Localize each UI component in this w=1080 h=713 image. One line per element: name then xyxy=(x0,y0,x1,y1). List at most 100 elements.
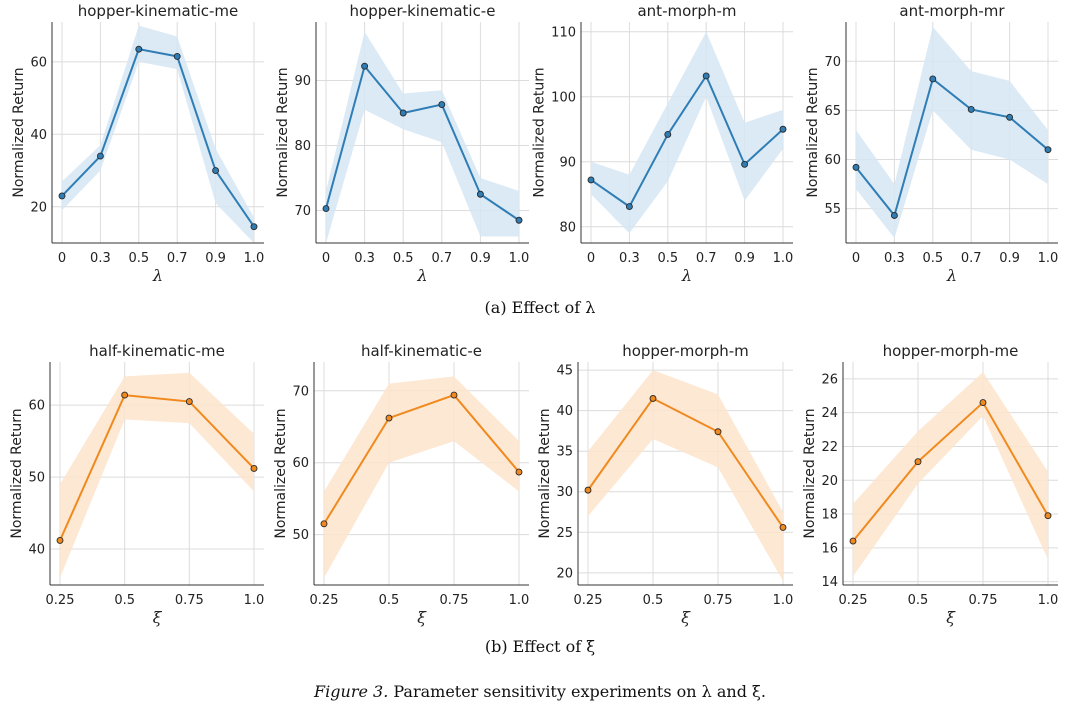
y-axis-label: Normalized Return xyxy=(273,408,289,538)
data-point xyxy=(625,203,633,211)
data-point xyxy=(438,101,446,109)
chart-hopper-morph-me: 0.25 0.5 0.75 1.0 14 16 18 20 22 24 26 hopper-morph… xyxy=(802,342,1058,627)
figure-caption: Figure 3. Parameter sensitivity experime… xyxy=(313,682,766,701)
y-tick-label: 40 xyxy=(30,128,47,143)
x-tick-label: 1.0 xyxy=(244,251,265,266)
x-tick-label: 1.0 xyxy=(773,593,794,608)
y-tick-label: 80 xyxy=(294,139,311,154)
confidence-band xyxy=(60,372,254,578)
series-line xyxy=(590,73,784,209)
y-tick-label: 40 xyxy=(28,543,45,558)
chart-half-kinematic-me: 0.25 0.5 0.75 1.0 40 50 60 half-kinematic-me ξ No… xyxy=(9,342,264,627)
data-point xyxy=(849,537,857,545)
x-tick-label: 1.0 xyxy=(244,593,265,608)
data-point xyxy=(929,75,937,83)
data-point xyxy=(322,205,330,213)
confidence-band xyxy=(856,26,1048,239)
y-tick-label: 22 xyxy=(821,440,838,455)
y-tick-label: 20 xyxy=(30,200,47,215)
y-tick-label: 45 xyxy=(556,364,573,379)
data-point xyxy=(185,398,193,406)
y-tick-label: 14 xyxy=(821,575,838,590)
x-tick-label: 0.75 xyxy=(969,593,998,608)
chart-title: ant-morph-mr xyxy=(899,2,1005,20)
data-point xyxy=(58,192,66,200)
data-point xyxy=(476,190,484,198)
data-point xyxy=(399,109,407,117)
data-point xyxy=(250,465,258,472)
y-tick-label: 60 xyxy=(30,55,47,70)
data-point xyxy=(967,105,975,113)
series-line xyxy=(323,393,520,525)
series-line xyxy=(61,48,255,228)
x-tick-label: 1.0 xyxy=(509,593,530,608)
data-point xyxy=(890,212,898,219)
y-tick-label: 70 xyxy=(824,55,841,70)
x-tick-label: 0.5 xyxy=(643,593,664,608)
y-tick-label: 110 xyxy=(551,25,576,40)
data-point xyxy=(979,399,987,406)
y-tick-label: 24 xyxy=(821,406,838,421)
x-tick-label: 1.0 xyxy=(1038,251,1059,266)
data-point xyxy=(385,414,393,422)
data-point xyxy=(852,163,860,171)
x-axis-label: λ xyxy=(946,266,957,285)
x-tick-label: 1.0 xyxy=(773,251,794,266)
data-point xyxy=(135,45,143,53)
x-tick-label: 0.9 xyxy=(999,251,1020,266)
y-tick-label: 70 xyxy=(292,384,309,399)
x-tick-label: 0.5 xyxy=(657,251,678,266)
confidence-band xyxy=(326,31,519,243)
x-tick-label: 0.7 xyxy=(167,251,188,266)
x-tick-label: 0 xyxy=(322,251,330,266)
data-point xyxy=(250,223,258,231)
confidence-band xyxy=(591,31,783,234)
x-tick-label: 0.5 xyxy=(128,251,149,266)
x-tick-label: 0.9 xyxy=(470,251,491,266)
confidence-band xyxy=(324,376,519,578)
x-axis-label: λ xyxy=(152,266,163,285)
y-axis-label: Normalized Return xyxy=(11,67,27,197)
y-tick-label: 35 xyxy=(556,445,573,460)
x-tick-label: 0.25 xyxy=(574,593,603,608)
y-tick-label: 26 xyxy=(821,372,838,387)
x-tick-label: 0.25 xyxy=(310,593,339,608)
y-tick-label: 20 xyxy=(821,474,838,489)
y-axis-label: Normalized Return xyxy=(275,67,291,197)
figure-caption-text: Parameter sensitivity experiments on λ a… xyxy=(388,682,766,701)
x-tick-label: 0.25 xyxy=(839,593,868,608)
confidence-band xyxy=(588,370,783,581)
y-tick-label: 70 xyxy=(294,204,311,219)
x-tick-label: 1.0 xyxy=(1038,593,1059,608)
caption-b: (b) Effect of ξ xyxy=(485,637,595,656)
chart-title: hopper-morph-m xyxy=(622,342,749,360)
y-tick-label: 65 xyxy=(824,104,841,119)
y-tick-label: 55 xyxy=(824,202,841,217)
chart-hopper-kinematic-e: 0 0.3 0.5 0.7 0.9 1.0 70 80 90 hopper-kinematic-e… xyxy=(275,2,529,285)
y-tick-label: 18 xyxy=(821,508,838,523)
y-axis-label: Normalized Return xyxy=(802,408,818,538)
x-axis-label: ξ xyxy=(153,608,163,627)
confidence-band xyxy=(62,25,254,243)
y-tick-label: 80 xyxy=(559,220,576,235)
y-tick-label: 90 xyxy=(294,74,311,89)
data-point xyxy=(702,72,710,80)
data-point xyxy=(515,216,523,224)
data-point xyxy=(320,520,328,528)
x-tick-label: 0.7 xyxy=(961,251,982,266)
chart-title: hopper-kinematic-me xyxy=(78,2,239,20)
data-point xyxy=(121,391,129,399)
x-tick-label: 0.7 xyxy=(696,251,717,266)
x-tick-label: 0.5 xyxy=(114,593,135,608)
chart-hopper-morph-m: 0.25 0.5 0.75 1.0 20 25 30 35 40 45 hopper-morph-m… xyxy=(537,342,793,627)
chart-title: hopper-kinematic-e xyxy=(350,2,496,20)
chart-title: hopper-morph-me xyxy=(883,342,1019,360)
series-line xyxy=(852,400,1049,542)
chart-title: half-kinematic-me xyxy=(89,342,225,360)
x-tick-label: 0.5 xyxy=(379,593,400,608)
chart-hopper-kinematic-me: 0 0.3 0.5 0.7 0.9 1.0 20 40 60 hopper-kinematic-m… xyxy=(11,2,264,285)
data-point xyxy=(56,536,64,544)
data-point xyxy=(741,160,749,168)
data-point xyxy=(173,52,181,60)
chart-title: ant-morph-m xyxy=(637,2,736,20)
